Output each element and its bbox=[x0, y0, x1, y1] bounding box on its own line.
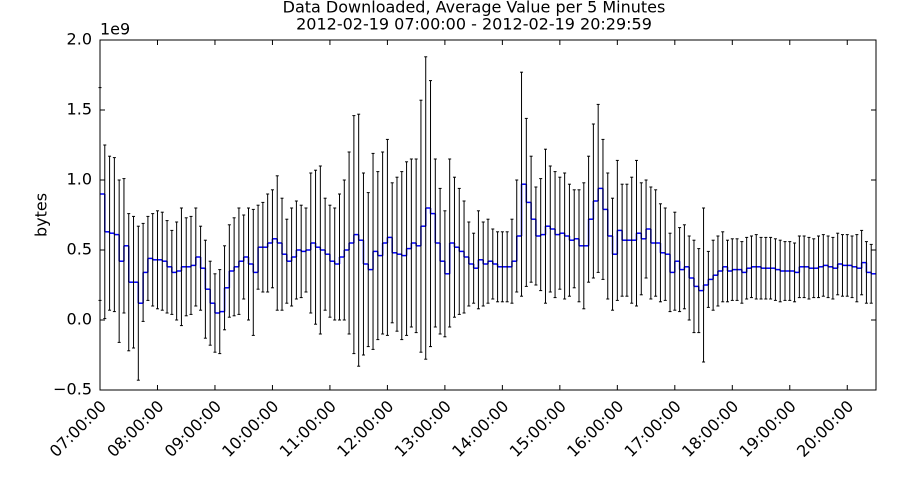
y-offset-label: 1e9 bbox=[100, 20, 130, 39]
plot-frame bbox=[99, 39, 877, 391]
chart-subtitle: 2012-02-19 07:00:00 - 2012-02-19 20:29:5… bbox=[296, 15, 652, 34]
chart-title: Data Downloaded, Average Value per 5 Min… bbox=[283, 0, 666, 17]
y-axis-label: bytes bbox=[32, 193, 51, 237]
y-tick-label: 1.0 bbox=[67, 170, 92, 189]
y-tick-label: 1.5 bbox=[67, 100, 92, 119]
y-tick-label: 0.0 bbox=[67, 310, 92, 329]
y-tick-label: 0.5 bbox=[67, 240, 92, 259]
y-tick-label: −0.5 bbox=[53, 380, 92, 399]
y-tick-label: 2.0 bbox=[67, 30, 92, 49]
